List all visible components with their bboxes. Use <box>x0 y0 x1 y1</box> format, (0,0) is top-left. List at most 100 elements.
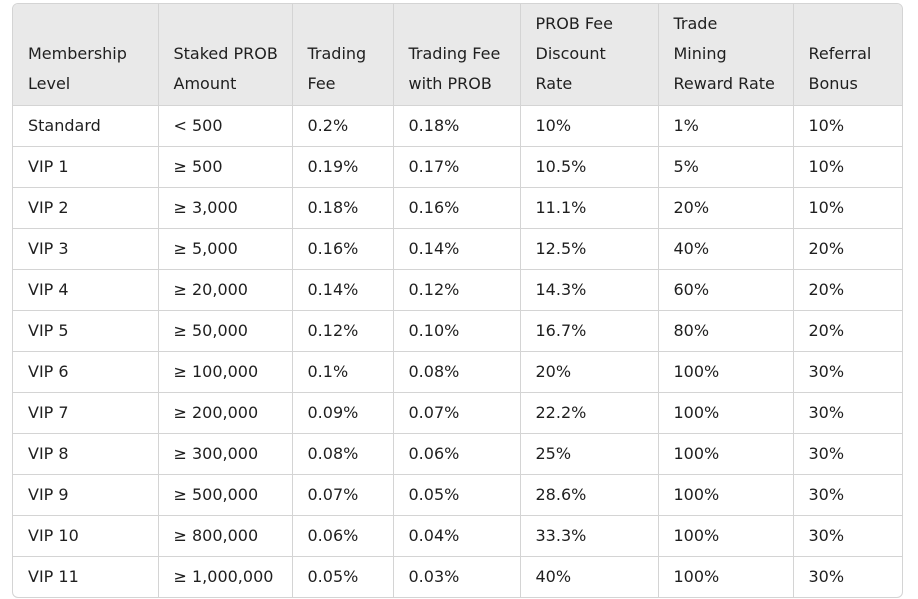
header-text: PROB Fee <box>535 13 613 33</box>
table-cell: ≥ 500,000 <box>157 473 293 516</box>
table-cell: 0.06% <box>392 432 521 475</box>
table-cell: ≥ 1,000,000 <box>157 555 293 597</box>
table-cell: 20% <box>657 186 794 229</box>
table-cell: 30% <box>792 350 902 393</box>
table-cell: Standard <box>13 104 159 147</box>
table-cell: 1% <box>657 104 794 147</box>
header-cell: Trade Mining Reward Rate <box>657 4 794 106</box>
table-row: VIP 4 ≥ 20,000 0.14% 0.12% 14.3% 60% 20% <box>13 268 902 311</box>
table-cell: 11.1% <box>519 186 659 229</box>
table-cell: ≥ 3,000 <box>157 186 293 229</box>
table-cell: 0.09% <box>291 391 394 434</box>
table-cell: 40% <box>519 555 659 597</box>
header-cell: PROB Fee Discount Rate <box>519 4 659 106</box>
table-cell: 10.5% <box>519 145 659 188</box>
table-cell: 0.07% <box>291 473 394 516</box>
table-cell: 10% <box>792 145 902 188</box>
header-text: Referral <box>808 43 872 63</box>
table-row: VIP 8 ≥ 300,000 0.08% 0.06% 25% 100% 30% <box>13 432 902 475</box>
table-cell: < 500 <box>157 104 293 147</box>
table-row: VIP 7 ≥ 200,000 0.09% 0.07% 22.2% 100% 30% <box>13 391 902 434</box>
table-cell: 0.16% <box>291 227 394 270</box>
table-cell: VIP 11 <box>13 555 159 597</box>
table-cell: ≥ 300,000 <box>157 432 293 475</box>
header-row: Membership Level Staked PROB Amount Trading F… <box>13 4 902 106</box>
header-text: with PROB <box>408 73 492 93</box>
table-cell: VIP 1 <box>13 145 159 188</box>
header-text: Rate <box>535 73 573 93</box>
table-cell: 20% <box>792 268 902 311</box>
table-cell: 100% <box>657 432 794 475</box>
table-cell: ≥ 500 <box>157 145 293 188</box>
table-cell: ≥ 5,000 <box>157 227 293 270</box>
header-cell: Trading Fee <box>291 4 394 106</box>
table-cell: 10% <box>792 104 902 147</box>
table-cell: VIP 3 <box>13 227 159 270</box>
table-cell: 30% <box>792 391 902 434</box>
table-cell: 20% <box>792 227 902 270</box>
table-cell: 100% <box>657 350 794 393</box>
table-row: VIP 5 ≥ 50,000 0.12% 0.10% 16.7% 80% 20% <box>13 309 902 352</box>
table-cell: VIP 5 <box>13 309 159 352</box>
table-cell: 30% <box>792 555 902 597</box>
table-cell: 20% <box>792 309 902 352</box>
header-text: Discount <box>535 43 606 63</box>
header-cell: Referral Bonus <box>792 4 902 106</box>
table-cell: ≥ 100,000 <box>157 350 293 393</box>
table-cell: 0.14% <box>392 227 521 270</box>
table-cell: ≥ 20,000 <box>157 268 293 311</box>
header-cell: Staked PROB Amount <box>157 4 293 106</box>
table-cell: 0.08% <box>291 432 394 475</box>
table-cell: VIP 8 <box>13 432 159 475</box>
table-cell: 0.18% <box>291 186 394 229</box>
table-cell: 16.7% <box>519 309 659 352</box>
table-cell: 0.16% <box>392 186 521 229</box>
table-cell: 0.2% <box>291 104 394 147</box>
table-cell: 10% <box>792 186 902 229</box>
table-cell: 100% <box>657 514 794 557</box>
table-cell: 12.5% <box>519 227 659 270</box>
table-cell: VIP 7 <box>13 391 159 434</box>
header-text: Amount <box>173 73 237 93</box>
table-cell: VIP 4 <box>13 268 159 311</box>
table-cell: 0.17% <box>392 145 521 188</box>
header-text: Bonus <box>808 73 858 93</box>
table-body: Standard < 500 0.2% 0.18% 10% 1% 10% VIP 1 ≥ 500… <box>13 104 902 597</box>
table-cell: 0.05% <box>291 555 394 597</box>
header-text: Level <box>28 73 71 93</box>
table-row: VIP 3 ≥ 5,000 0.16% 0.14% 12.5% 40% 20% <box>13 227 902 270</box>
table-cell: 0.1% <box>291 350 394 393</box>
table-row: VIP 1 ≥ 500 0.19% 0.17% 10.5% 5% 10% <box>13 145 902 188</box>
header-cell: Membership Level <box>13 4 159 106</box>
table-cell: 20% <box>519 350 659 393</box>
table-row: VIP 10 ≥ 800,000 0.06% 0.04% 33.3% 100% 30% <box>13 514 902 557</box>
header-text: Reward Rate <box>673 73 775 93</box>
membership-table: Membership Level Staked PROB Amount Trading F… <box>13 4 902 597</box>
table-row: VIP 9 ≥ 500,000 0.07% 0.05% 28.6% 100% 30% <box>13 473 902 516</box>
table-cell: VIP 2 <box>13 186 159 229</box>
table-cell: 0.03% <box>392 555 521 597</box>
table-cell: 10% <box>519 104 659 147</box>
table-cell: 80% <box>657 309 794 352</box>
table-cell: 30% <box>792 432 902 475</box>
table-cell: 0.05% <box>392 473 521 516</box>
header-text: Membership <box>28 43 127 63</box>
table-row: VIP 6 ≥ 100,000 0.1% 0.08% 20% 100% 30% <box>13 350 902 393</box>
table-cell: 100% <box>657 555 794 597</box>
header-cell: Trading Fee with PROB <box>392 4 521 106</box>
table-cell: ≥ 50,000 <box>157 309 293 352</box>
table-cell: 0.12% <box>291 309 394 352</box>
table-cell: 100% <box>657 473 794 516</box>
table-cell: 0.10% <box>392 309 521 352</box>
table-cell: VIP 10 <box>13 514 159 557</box>
table-cell: 0.08% <box>392 350 521 393</box>
table-cell: 0.19% <box>291 145 394 188</box>
header-text: Staked PROB <box>173 43 278 63</box>
table-row: VIP 11 ≥ 1,000,000 0.05% 0.03% 40% 100% 30% <box>13 555 902 597</box>
header-text: Trade <box>673 13 718 33</box>
table-cell: 33.3% <box>519 514 659 557</box>
table-cell: 22.2% <box>519 391 659 434</box>
table-cell: 40% <box>657 227 794 270</box>
table-cell: 30% <box>792 473 902 516</box>
table-row: VIP 2 ≥ 3,000 0.18% 0.16% 11.1% 20% 10% <box>13 186 902 229</box>
